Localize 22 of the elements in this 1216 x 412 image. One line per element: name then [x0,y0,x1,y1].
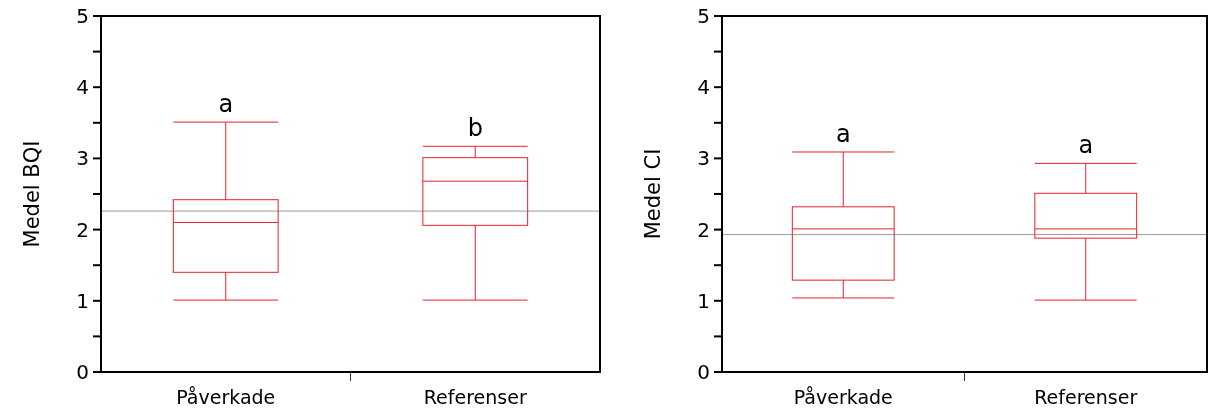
y-axis-title: Medel BQI [20,140,44,248]
annotation: a [218,90,234,119]
y-tick-label: 2 [76,217,89,242]
y-tick-label: 0 [697,360,710,384]
y-axis-title: Medel CI [641,148,665,240]
x-tick-label: Referenser [423,386,527,408]
y-tick-label: 0 [76,360,89,384]
x-tick-label: Påverkade [176,386,276,408]
y-tick-label: 1 [76,288,89,313]
y-tick-label: 1 [697,288,710,313]
y-tick-label: 3 [697,146,710,171]
annotation: a [835,119,851,148]
y-tick-label: 4 [697,75,710,100]
annotation: b [467,114,483,143]
x-tick-label: Påverkade [793,386,893,408]
x-tick-label: Referenser [1034,386,1138,408]
y-tick-label: 2 [697,217,710,242]
annotation: a [1078,131,1094,160]
y-tick-label: 5 [697,4,710,28]
y-tick-label: 3 [76,146,89,171]
y-tick-label: 5 [76,4,89,28]
y-tick-label: 4 [76,75,89,100]
